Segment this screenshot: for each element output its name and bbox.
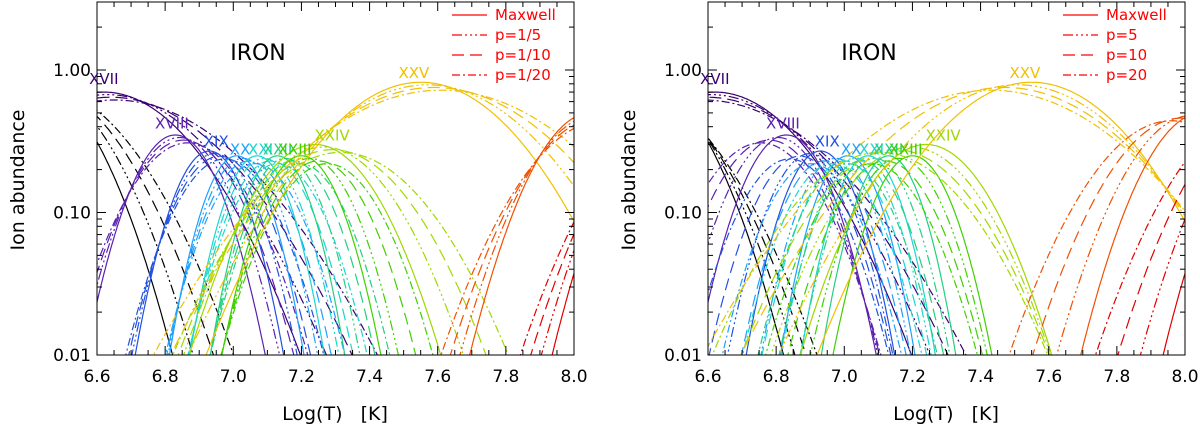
x-tick-label: 7.4 bbox=[967, 367, 994, 387]
series-xxvi-curve-3 bbox=[438, 121, 745, 365]
series-xx-curve-0 bbox=[168, 156, 306, 365]
y-tick-label: 0.01 bbox=[53, 346, 91, 366]
series-xxii-curve-0 bbox=[209, 156, 347, 365]
series-xxvii-curve-1 bbox=[1139, 104, 1200, 361]
x-tick-label: 6.8 bbox=[763, 367, 790, 387]
y-axis-label-left: Ion abundance bbox=[7, 110, 29, 251]
x-tick-label: 8.0 bbox=[560, 367, 587, 387]
series-xxvii-curve-3 bbox=[1092, 110, 1200, 365]
x-tick-label: 7.8 bbox=[492, 367, 519, 387]
ion-label-xxiii: XXIII bbox=[889, 141, 923, 159]
x-tick-label: 8.0 bbox=[1171, 367, 1198, 387]
chart-title-right: IRON bbox=[841, 41, 897, 66]
series-xxv-curve-0 bbox=[814, 82, 1200, 362]
y-tick-label: 0.10 bbox=[664, 203, 702, 223]
series-xix-curve-1 bbox=[726, 154, 895, 365]
series-xxii-curve-0 bbox=[820, 156, 958, 365]
series-xxvii-curve-1 bbox=[540, 104, 745, 360]
legend-label-2: p=1/10 bbox=[495, 46, 551, 64]
x-tick-label: 7.6 bbox=[424, 367, 451, 387]
ion-label-xxv: XXV bbox=[1009, 64, 1041, 82]
ion-label-xix: XIX bbox=[815, 133, 840, 151]
y-tick-label: 1.00 bbox=[664, 61, 702, 81]
y-tick-label: 0.01 bbox=[664, 346, 702, 366]
series-xvi-curve-2 bbox=[63, 91, 216, 362]
series-xxvi-curve-1 bbox=[458, 115, 732, 361]
x-tick-label: 7.4 bbox=[356, 367, 383, 387]
legend-label-1: p=1/5 bbox=[495, 26, 541, 44]
x-tick-label: 7.2 bbox=[899, 367, 926, 387]
series-xxvi-curve-0 bbox=[468, 113, 715, 363]
series-xxvi-curve-3 bbox=[1007, 121, 1200, 363]
series-xxi-curve-1 bbox=[780, 158, 933, 364]
x-tick-label: 7.2 bbox=[288, 367, 315, 387]
y-axis-label-right: Ion abundance bbox=[618, 110, 640, 251]
legend-label-0: Maxwell bbox=[1106, 6, 1167, 24]
series-xxiv-curve-0 bbox=[187, 145, 443, 364]
x-tick-label: 6.8 bbox=[152, 367, 179, 387]
series-xxvii-curve-0 bbox=[551, 102, 745, 361]
y-tick-label: 0.10 bbox=[53, 203, 91, 223]
series-xviii-curve-1 bbox=[78, 138, 281, 362]
ion-label-xviii: XVIII bbox=[766, 114, 800, 132]
ion-label-xviii: XVIII bbox=[155, 114, 189, 132]
ion-label-xxiv: XXIV bbox=[925, 127, 961, 145]
legend-label-0: Maxwell bbox=[495, 6, 556, 24]
x-axis-label-left: Log(T) [K] bbox=[282, 403, 388, 425]
legend-label-2: p=10 bbox=[1106, 46, 1147, 64]
ion-label-xxiv: XXIV bbox=[314, 127, 350, 145]
x-tick-label: 7.6 bbox=[1035, 367, 1062, 387]
series-xvi-curve-1 bbox=[674, 99, 797, 361]
x-tick-label: 7.8 bbox=[1103, 367, 1130, 387]
legend-label-3: p=1/20 bbox=[495, 66, 551, 84]
ion-curves-right bbox=[674, 82, 1200, 365]
x-tick-label: 6.6 bbox=[694, 367, 721, 387]
series-xvi-curve-2 bbox=[674, 102, 809, 363]
series-xxv-curve-1 bbox=[184, 85, 671, 365]
chart-title-left: IRON bbox=[230, 41, 286, 66]
legend-left: Maxwell p=1/5 p=1/10 p=1/20 bbox=[452, 6, 556, 84]
ion-label-xxiii: XXIII bbox=[278, 141, 312, 159]
x-tick-label: 6.6 bbox=[83, 367, 110, 387]
x-axis-label-right: Log(T) [K] bbox=[893, 403, 999, 425]
series-xvi-curve-0 bbox=[63, 96, 175, 364]
x-tick-label: 7.0 bbox=[220, 367, 247, 387]
ion-label-xvii: XVII bbox=[89, 70, 118, 88]
series-xviii-curve-3 bbox=[674, 143, 883, 361]
legend-label-1: p=5 bbox=[1106, 26, 1138, 44]
x-tick-label: 7.0 bbox=[831, 367, 858, 387]
series-xx-curve-1 bbox=[760, 158, 913, 364]
series-xxiv-curve-3 bbox=[709, 152, 1051, 364]
y-tick-label: 1.00 bbox=[53, 61, 91, 81]
ion-label-xvii: XVII bbox=[700, 70, 729, 88]
ion-label-xxv: XXV bbox=[398, 64, 430, 82]
ion-label-xix: XIX bbox=[204, 133, 229, 151]
series-xxvi-curve-2 bbox=[449, 118, 745, 361]
series-xxvii-curve-0 bbox=[1162, 102, 1200, 361]
series-xxi-curve-0 bbox=[799, 156, 937, 365]
panel-right: 6.6 6.8 7.0 7.2 7.4 7.6 7.8 8.0 0.01 0.10 1.00 IRO… bbox=[618, 2, 1200, 425]
legend-right: Maxwell p=5 p=10 p=20 bbox=[1063, 6, 1167, 84]
legend-label-3: p=20 bbox=[1106, 66, 1147, 84]
